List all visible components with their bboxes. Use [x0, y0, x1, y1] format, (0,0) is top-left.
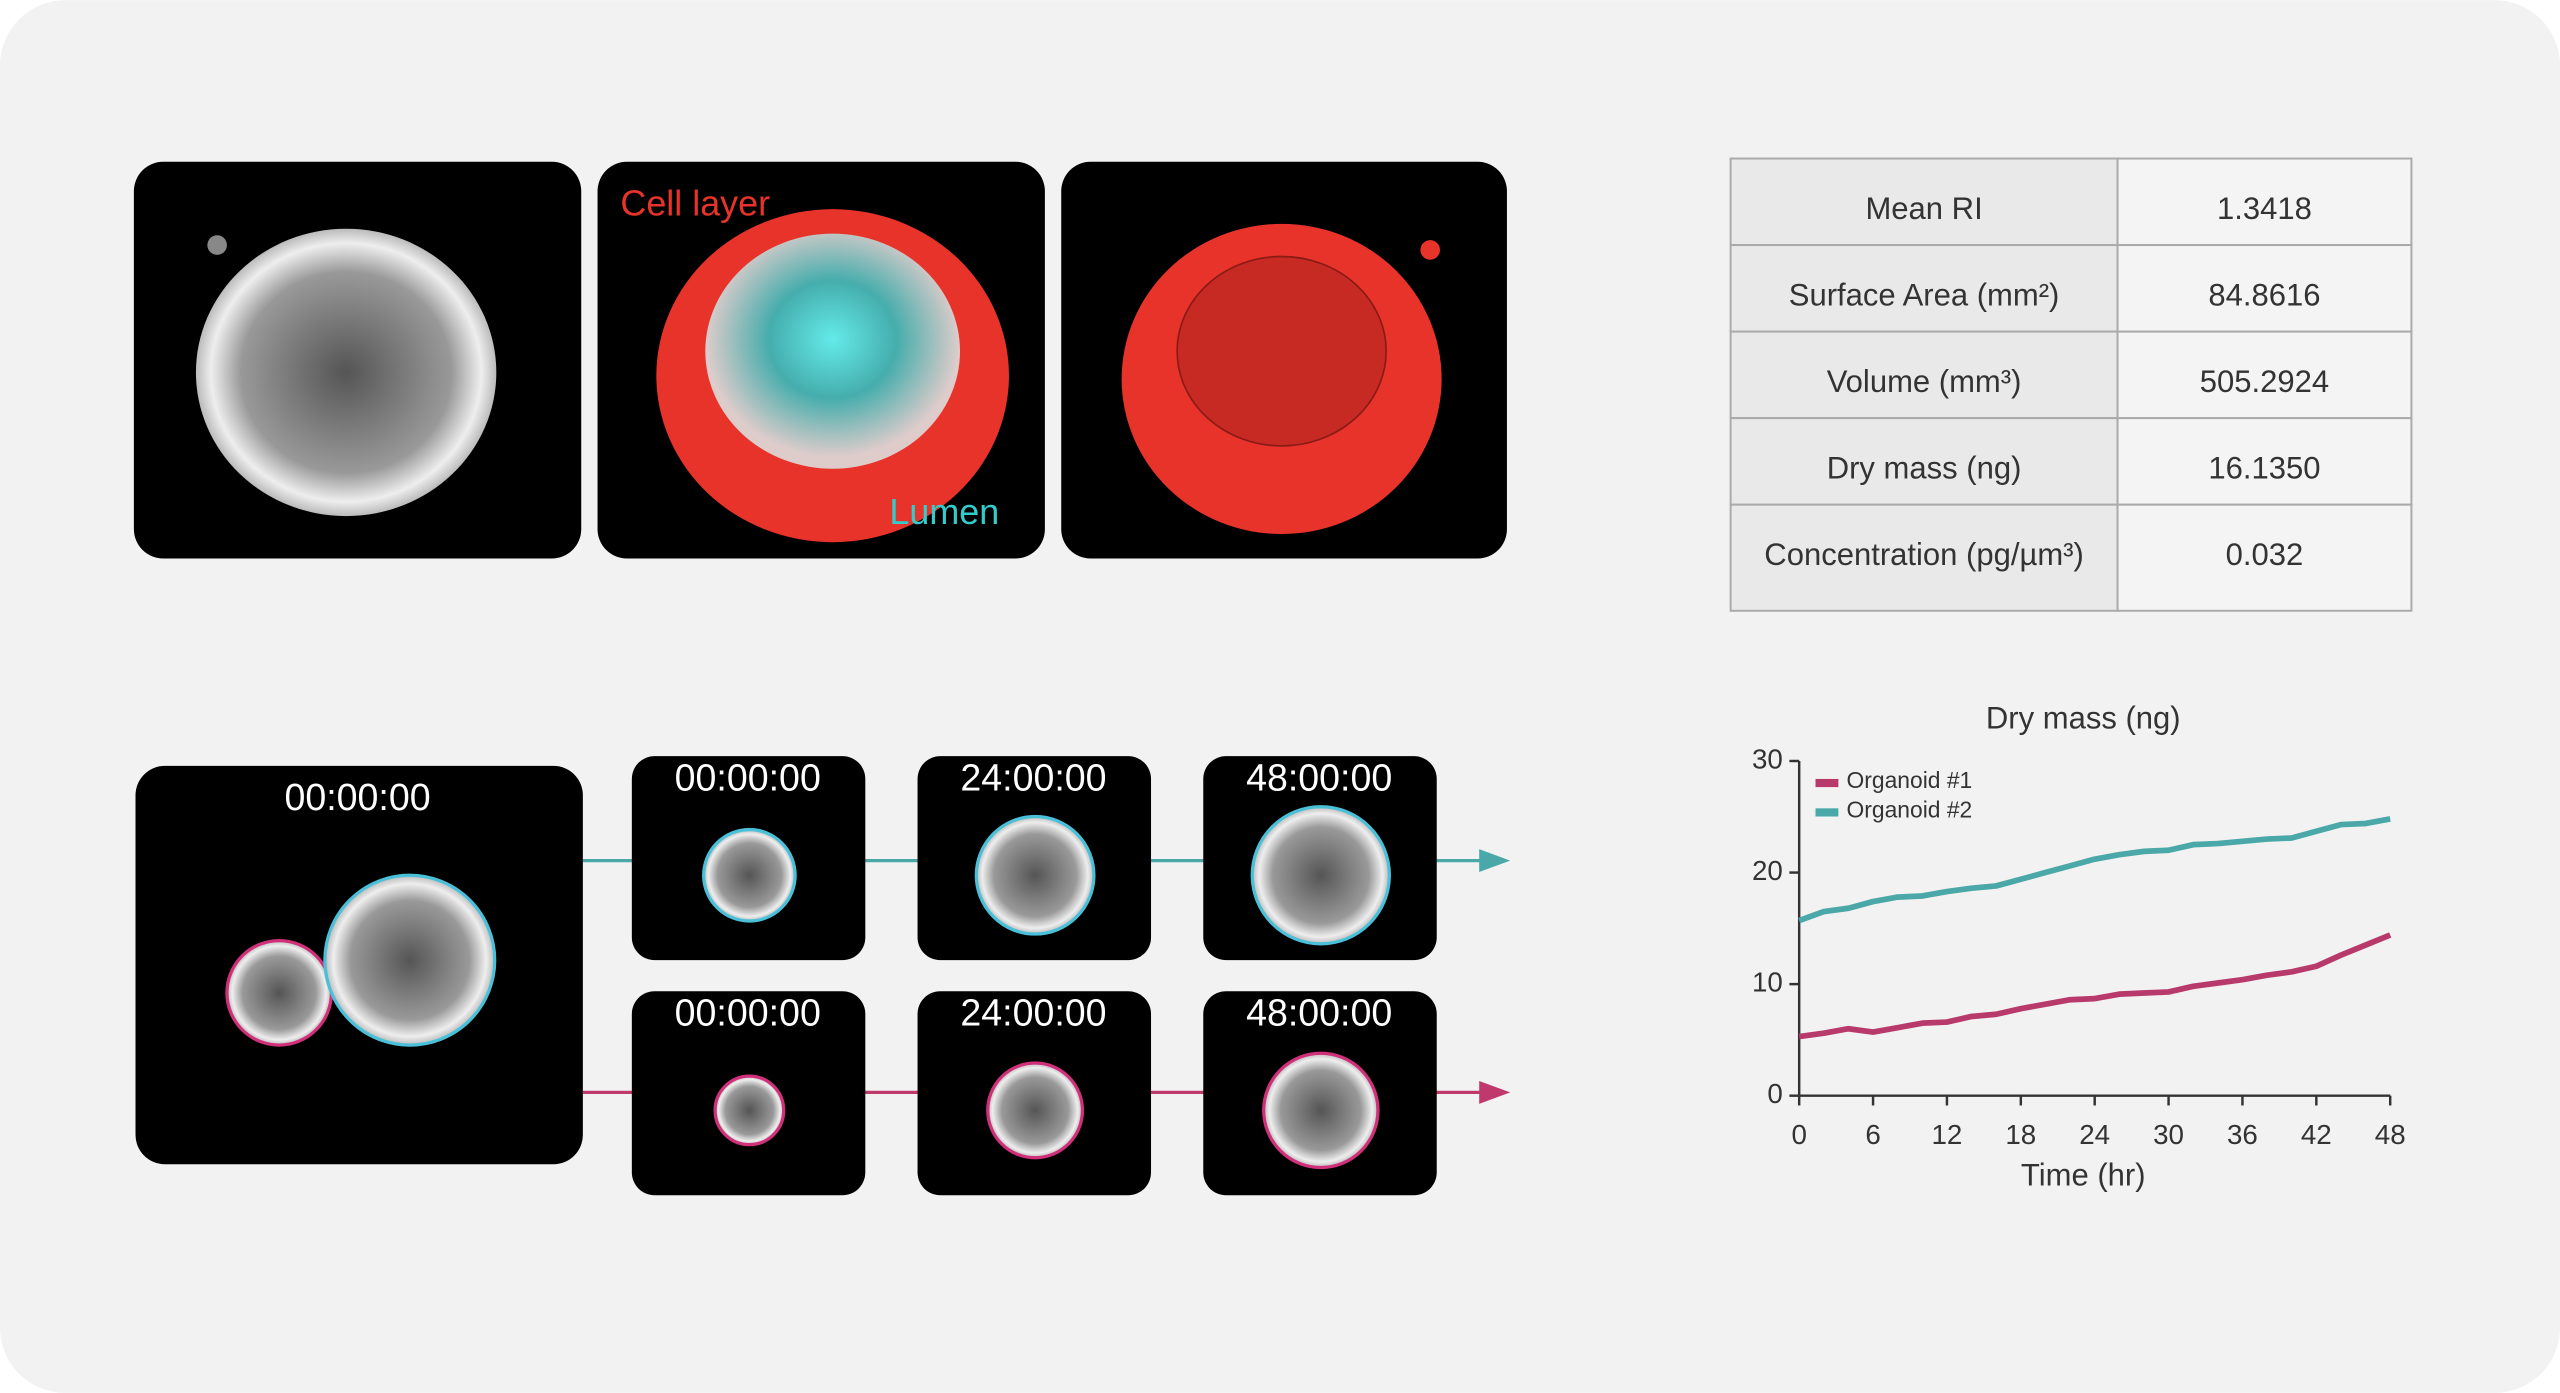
table-cell	[1729, 417, 2119, 506]
y-tick-label: 30	[1752, 743, 1783, 774]
table-cell	[1729, 503, 2119, 612]
organoid-image	[195, 228, 497, 517]
label-cell-layer: Cell layer	[620, 182, 770, 223]
metrics-table: Mean RI 1.3418 Surface Area (mm²) 84.8616 Vo…	[1729, 157, 2413, 612]
surface-cavity	[1176, 255, 1387, 447]
x-axis-label: Time (hr)	[2021, 1158, 2146, 1193]
organoid-image	[1250, 805, 1392, 946]
x-tick-label: 36	[2227, 1119, 2258, 1150]
organoid-1-image	[225, 938, 334, 1047]
cell-text: 84.8616	[2208, 278, 2320, 313]
table-cell	[1729, 157, 2119, 247]
cell-text: Surface Area (mm²)	[1789, 278, 2060, 313]
table-cell	[2116, 157, 2413, 247]
cell-text: Mean RI	[1865, 191, 1982, 226]
y-tick-label: 20	[1752, 855, 1783, 886]
legend-swatch	[1815, 808, 1839, 817]
x-tick-label: 18	[2005, 1119, 2036, 1150]
cell-text: 1.3418	[2217, 191, 2312, 226]
organoid-image	[1262, 1051, 1380, 1170]
x-tick-label: 12	[1932, 1119, 1963, 1150]
line-chart: Dry mass (ng) Time (hr) 0 10 20 30 0 6 12 18 24 30 3…	[1752, 700, 2406, 1192]
label-lumen: Lumen	[889, 491, 999, 532]
timestamp: 00:00:00	[284, 776, 430, 818]
timestamp: 48:00:00	[1246, 992, 1392, 1034]
y-tick-label: 0	[1767, 1078, 1782, 1109]
timestamp: 24:00:00	[960, 757, 1106, 799]
timestamp: 00:00:00	[675, 757, 821, 799]
timestamp: 00:00:00	[675, 992, 821, 1034]
y-tick-label: 10	[1752, 966, 1783, 997]
arrow-head	[1479, 1080, 1511, 1104]
organoid-image	[974, 814, 1096, 936]
cell-text: 505.2924	[2200, 364, 2329, 399]
cell-text: Dry mass (ng)	[1827, 451, 2022, 486]
legend-label: Organoid #2	[1847, 797, 1973, 823]
debris	[1420, 240, 1440, 260]
x-tick-label: 42	[2301, 1119, 2332, 1150]
arrow-head	[1479, 849, 1511, 873]
timestamp: 48:00:00	[1246, 757, 1392, 799]
data-line	[1798, 932, 2392, 1040]
organoid-image	[702, 827, 797, 923]
debris	[207, 235, 227, 255]
organoid-image	[713, 1074, 786, 1147]
data-line	[1798, 816, 2391, 924]
chart-title: Dry mass (ng)	[1986, 700, 2181, 735]
timestamp: 24:00:00	[960, 992, 1106, 1034]
x-tick-label: 6	[1865, 1119, 1880, 1150]
legend-label: Organoid #1	[1847, 767, 1973, 793]
cell-text: Volume (mm³)	[1827, 364, 2022, 399]
table-cell	[2116, 330, 2413, 420]
x-tick-label: 48	[2375, 1119, 2406, 1150]
table-cell	[2116, 244, 2413, 333]
organoid-image	[986, 1061, 1085, 1160]
legend-swatch	[1815, 778, 1839, 788]
lumen-render	[705, 233, 960, 469]
table-cell	[1729, 330, 2119, 420]
table-cell	[2116, 503, 2413, 612]
x-tick-label: 30	[2153, 1119, 2184, 1150]
organoid-2-image	[323, 873, 497, 1047]
x-tick-label: 0	[1791, 1119, 1806, 1150]
x-tick-label: 24	[2079, 1119, 2110, 1150]
cell-text: Concentration (pg/µm³)	[1764, 537, 2084, 572]
cell-text: 16.1350	[2208, 451, 2320, 486]
cell-text: 0.032	[2226, 537, 2304, 572]
